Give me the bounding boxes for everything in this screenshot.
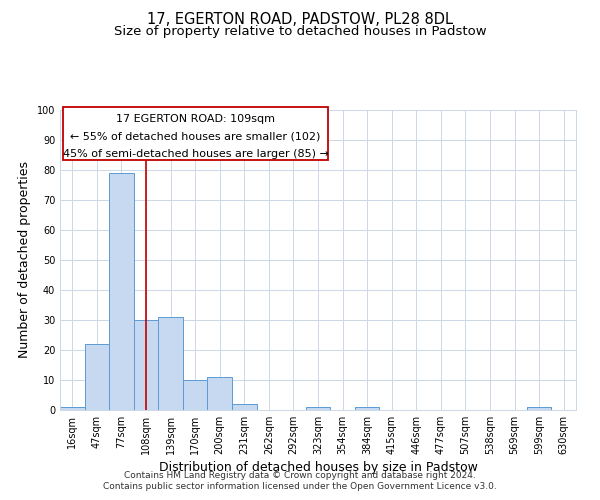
FancyBboxPatch shape (62, 107, 328, 160)
Bar (208, 377, 232, 410)
Text: 17, EGERTON ROAD, PADSTOW, PL28 8DL: 17, EGERTON ROAD, PADSTOW, PL28 8DL (147, 12, 453, 28)
Bar (60, 407, 85, 410)
Bar (527, 407, 551, 410)
Bar (134, 320, 158, 410)
X-axis label: Distribution of detached houses by size in Padstow: Distribution of detached houses by size … (158, 461, 478, 474)
Bar (306, 407, 330, 410)
Bar (355, 407, 379, 410)
Bar (109, 173, 134, 410)
Bar (232, 404, 257, 410)
Text: Contains public sector information licensed under the Open Government Licence v3: Contains public sector information licen… (103, 482, 497, 491)
Y-axis label: Number of detached properties: Number of detached properties (18, 162, 31, 358)
Bar (183, 380, 208, 410)
Text: 17 EGERTON ROAD: 109sqm: 17 EGERTON ROAD: 109sqm (116, 114, 275, 124)
Bar (85, 344, 109, 410)
Text: Size of property relative to detached houses in Padstow: Size of property relative to detached ho… (113, 25, 487, 38)
Text: ← 55% of detached houses are smaller (102): ← 55% of detached houses are smaller (10… (70, 132, 320, 142)
Text: Contains HM Land Registry data © Crown copyright and database right 2024.: Contains HM Land Registry data © Crown c… (124, 471, 476, 480)
Bar (158, 317, 183, 410)
Text: 45% of semi-detached houses are larger (85) →: 45% of semi-detached houses are larger (… (62, 150, 328, 160)
